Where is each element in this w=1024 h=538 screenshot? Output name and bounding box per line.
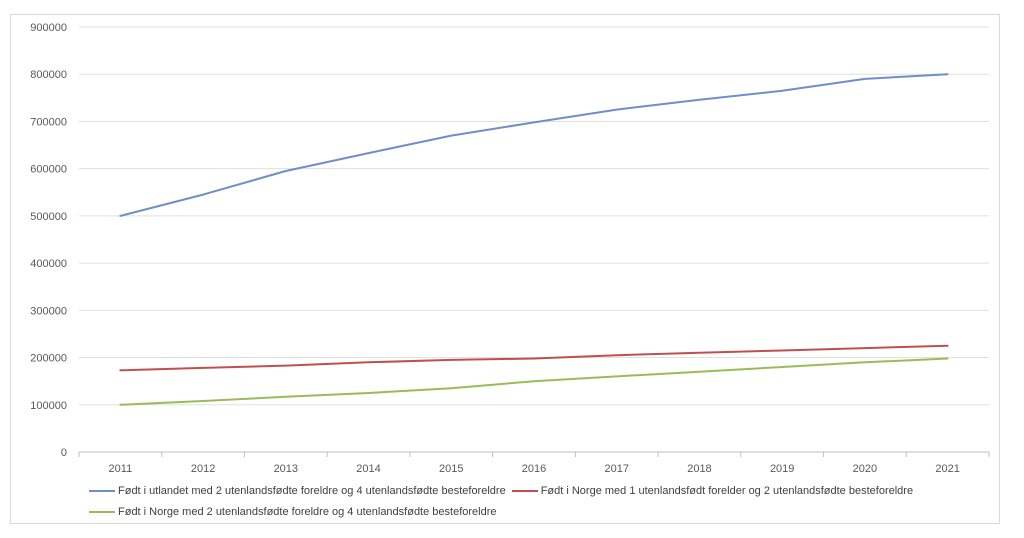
x-tick-label: 2019 [770, 463, 794, 475]
y-tick-label: 200000 [30, 353, 67, 365]
x-tick-label: 2021 [935, 463, 959, 475]
legend-item-series-2: Født i Norge med 1 utenlandsfødt forelde… [511, 485, 914, 497]
x-tick-label: 2020 [853, 463, 877, 475]
y-tick-label: 600000 [30, 164, 67, 176]
y-tick-label: 800000 [30, 69, 67, 81]
x-tick-label: 2014 [356, 463, 380, 475]
legend-item-series-1: Født i utlandet med 2 utenlandsfødte for… [89, 485, 506, 497]
legend-item-series-3: Født i Norge med 2 utenlandsfødte foreld… [89, 506, 497, 518]
y-tick-label: 100000 [30, 400, 67, 412]
x-tick-label: 2016 [522, 463, 546, 475]
x-tick-label: 2018 [687, 463, 711, 475]
x-tick-label: 2015 [439, 463, 463, 475]
y-tick-label: 900000 [30, 22, 67, 34]
legend-label-series-2: Født i Norge med 1 utenlandsfødt forelde… [540, 485, 914, 497]
y-tick-label: 500000 [30, 211, 67, 223]
x-tick-label: 2013 [274, 463, 298, 475]
x-tick-label: 2017 [604, 463, 628, 475]
legend-label-series-1: Født i utlandet med 2 utenlandsfødte for… [118, 485, 506, 497]
legend-swatch-series-1 [89, 490, 115, 492]
x-tick-label: 2012 [191, 463, 215, 475]
y-tick-label: 0 [61, 447, 67, 459]
legend: Født i utlandet med 2 utenlandsfødte for… [89, 485, 989, 518]
line-chart: 0 100000 200000 300000 400000 500000 600000 700… [30, 22, 990, 475]
legend-swatch-series-2 [511, 490, 538, 492]
y-tick-label: 400000 [30, 258, 67, 270]
y-tick-label: 700000 [30, 116, 67, 128]
legend-label-series-3: Født i Norge med 2 utenlandsfødte foreld… [118, 506, 497, 518]
series-line-1 [119, 73, 949, 217]
y-tick-label: 300000 [30, 305, 67, 317]
series-line-3 [119, 357, 949, 406]
chart-frame: 0 100000 200000 300000 400000 500000 600000 700… [10, 14, 1000, 524]
x-tick-label: 2011 [109, 463, 133, 475]
legend-swatch-series-3 [89, 511, 115, 513]
